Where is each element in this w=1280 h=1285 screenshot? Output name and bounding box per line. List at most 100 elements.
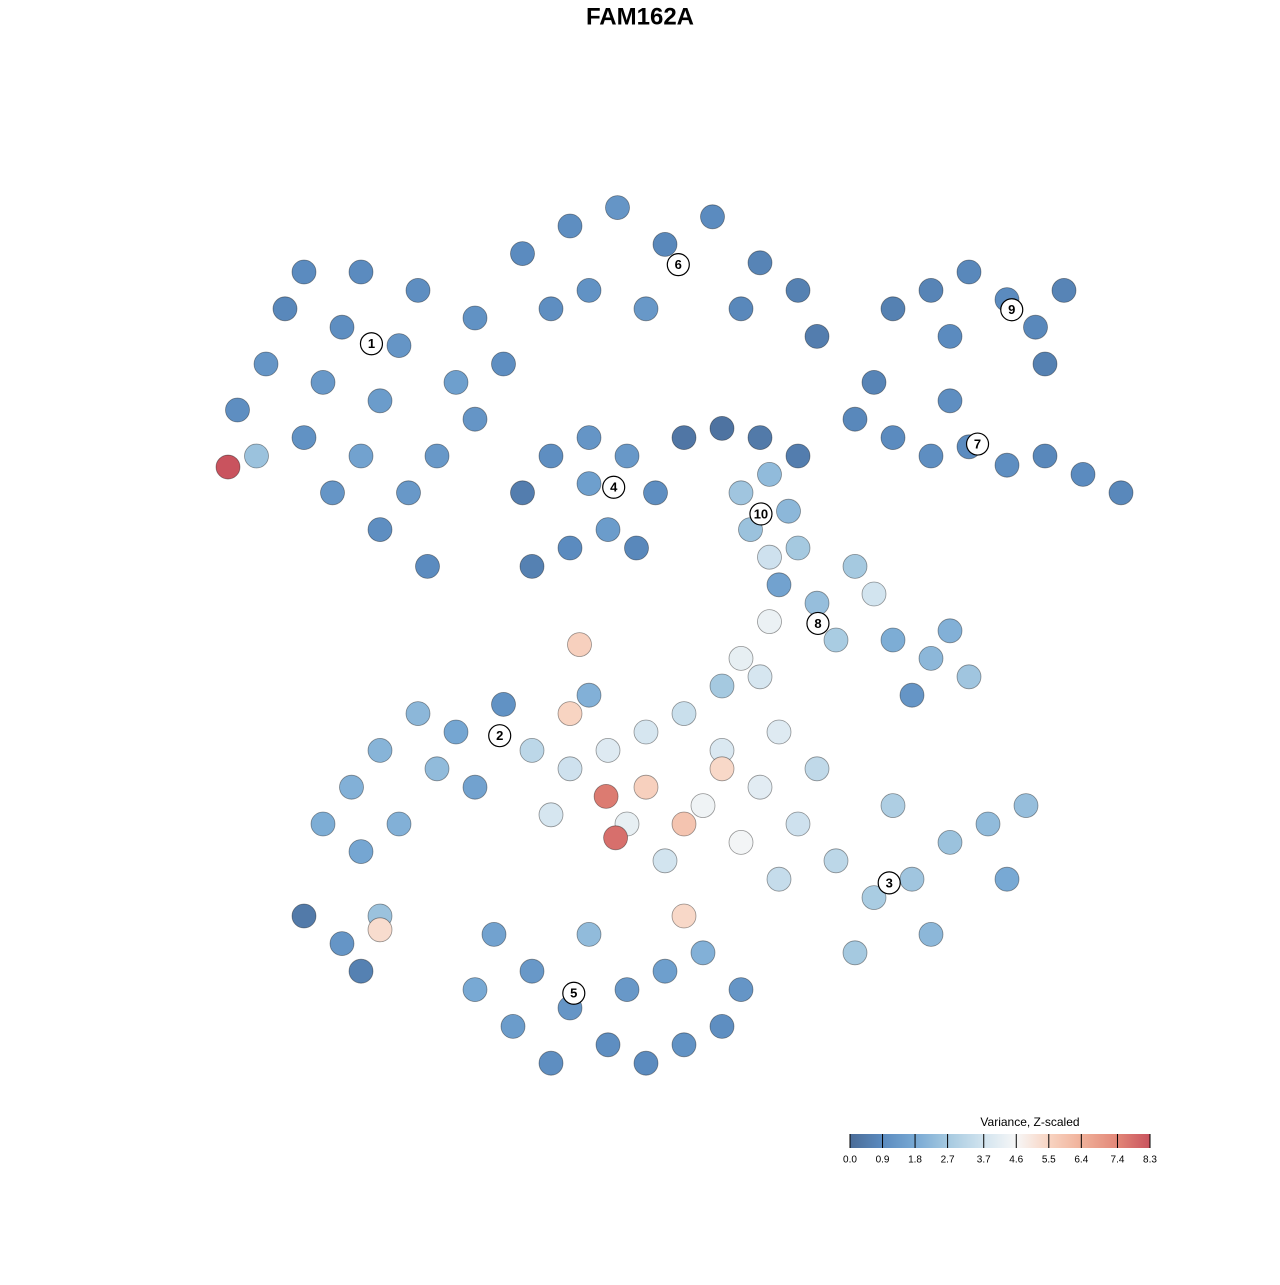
point bbox=[1032, 351, 1058, 377]
point bbox=[272, 296, 298, 322]
point bbox=[861, 581, 887, 607]
cluster-label: 3 bbox=[886, 875, 893, 890]
point bbox=[633, 774, 659, 800]
point bbox=[671, 1032, 697, 1058]
cluster-label: 10 bbox=[754, 506, 768, 521]
point bbox=[595, 1032, 621, 1058]
point bbox=[367, 738, 393, 763]
point bbox=[1023, 314, 1048, 340]
point bbox=[614, 977, 640, 1002]
point bbox=[994, 452, 1020, 478]
colorbar-tick-label: 5.5 bbox=[1042, 1155, 1056, 1166]
colorbar-tick-label: 3.7 bbox=[977, 1155, 991, 1166]
cluster-marker bbox=[877, 871, 901, 895]
point bbox=[367, 388, 393, 414]
point bbox=[690, 940, 716, 966]
point bbox=[785, 535, 811, 561]
point bbox=[1013, 793, 1039, 818]
colorbar-tick-label: 1.8 bbox=[908, 1155, 922, 1166]
point bbox=[776, 498, 801, 524]
cluster-marker bbox=[1000, 298, 1024, 322]
point bbox=[918, 922, 944, 947]
chart-title: FAM162A bbox=[586, 3, 694, 30]
point bbox=[462, 305, 488, 331]
point bbox=[348, 839, 374, 864]
point bbox=[956, 259, 982, 285]
point bbox=[538, 296, 564, 322]
point bbox=[823, 848, 849, 874]
point bbox=[671, 811, 697, 837]
point bbox=[709, 415, 735, 441]
point bbox=[918, 443, 944, 469]
point bbox=[747, 250, 773, 276]
cluster-marker bbox=[749, 502, 773, 526]
point bbox=[880, 793, 906, 818]
point bbox=[367, 917, 393, 943]
point bbox=[747, 774, 773, 800]
point bbox=[728, 830, 754, 855]
point bbox=[747, 425, 773, 451]
cluster-label: 7 bbox=[974, 436, 981, 451]
point bbox=[842, 554, 868, 579]
point bbox=[538, 802, 564, 828]
point bbox=[491, 351, 516, 377]
point bbox=[956, 664, 982, 690]
cluster-marker bbox=[562, 981, 586, 1005]
point bbox=[576, 425, 602, 451]
point bbox=[671, 903, 697, 929]
point bbox=[519, 958, 545, 984]
point bbox=[595, 738, 621, 763]
point bbox=[918, 646, 944, 671]
point bbox=[747, 664, 773, 690]
point bbox=[576, 277, 602, 303]
point bbox=[766, 866, 792, 892]
cluster-marker bbox=[666, 253, 690, 277]
point bbox=[215, 454, 241, 480]
colorbar-tick-label: 0.0 bbox=[843, 1155, 857, 1166]
cluster-label: 5 bbox=[570, 986, 577, 1001]
point bbox=[386, 333, 412, 359]
point bbox=[291, 903, 317, 929]
point bbox=[538, 1050, 564, 1076]
point bbox=[576, 471, 602, 497]
point bbox=[605, 195, 630, 221]
point bbox=[291, 259, 317, 285]
point bbox=[804, 323, 830, 349]
point bbox=[225, 397, 250, 423]
colorbar-tick-label: 7.4 bbox=[1111, 1155, 1125, 1166]
point bbox=[880, 296, 906, 322]
point bbox=[443, 369, 469, 395]
point bbox=[709, 756, 735, 782]
cluster-label: 1 bbox=[368, 336, 375, 351]
point bbox=[624, 535, 649, 561]
colorbar bbox=[850, 1134, 1150, 1148]
point bbox=[291, 425, 317, 451]
point bbox=[557, 701, 583, 726]
point bbox=[510, 241, 535, 267]
point bbox=[728, 480, 754, 506]
point bbox=[491, 692, 516, 717]
point bbox=[329, 314, 355, 340]
point bbox=[757, 609, 782, 634]
point bbox=[557, 213, 583, 239]
point bbox=[1032, 443, 1058, 469]
point bbox=[728, 646, 754, 671]
point bbox=[804, 590, 830, 616]
colorbar-title: Variance, Z-scaled bbox=[980, 1115, 1079, 1129]
point bbox=[576, 682, 602, 708]
point bbox=[861, 369, 887, 395]
point bbox=[937, 830, 963, 855]
point bbox=[671, 701, 697, 726]
cluster-label: 4 bbox=[610, 480, 618, 495]
point bbox=[918, 277, 944, 303]
point bbox=[253, 351, 279, 377]
point bbox=[899, 866, 925, 892]
point bbox=[510, 480, 535, 506]
point bbox=[593, 784, 619, 809]
point bbox=[671, 425, 697, 451]
cluster-marker bbox=[965, 432, 990, 456]
point bbox=[975, 811, 1001, 837]
cluster-label: 8 bbox=[814, 616, 821, 631]
point bbox=[937, 323, 963, 349]
